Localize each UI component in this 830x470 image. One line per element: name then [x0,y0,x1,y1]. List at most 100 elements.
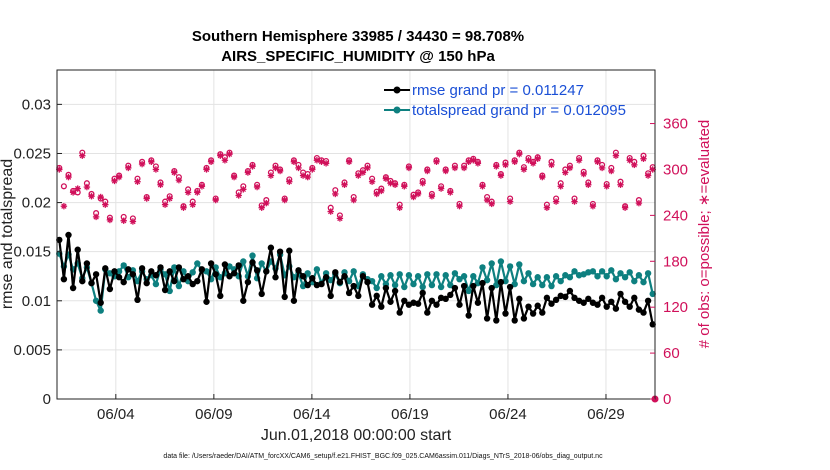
obs-evaluated-point [571,198,578,205]
obs-star-stroke [539,174,545,180]
totalspread-point [304,270,311,277]
rmse-point [341,273,348,280]
obs-evaluated-point [562,169,569,176]
obs-evaluated-point [428,193,436,200]
totalspread-point [603,273,610,280]
x-axis-label: Jun.01,2018 00:00:00 start [261,427,452,444]
obs-star-stroke [406,165,412,171]
x-tick-label: 06/04 [97,406,135,423]
totalspread-point [621,274,629,281]
obs-evaluated-point [470,157,477,164]
totalspread-point [470,273,477,280]
totalspread-point [327,276,334,284]
y-right-tick-label: 0 [663,391,671,408]
rmse-point [442,295,449,303]
obs-star-stroke [594,159,601,165]
rmse-point [309,275,316,282]
obs-evaluated-point [198,183,206,190]
obs-star-stroke [443,168,449,174]
rmse-point [608,298,615,305]
obs-star-stroke [613,152,619,159]
obs-evaluated-point [102,201,109,208]
rmse-point [585,295,592,303]
obs-star-stroke [107,217,113,223]
rmse-point [447,291,454,299]
obs-count-layer [56,149,659,403]
obs-evaluated-point [276,167,284,175]
totalspread-point [626,269,633,276]
obs-star-stroke [525,157,532,163]
obs-star-stroke [424,168,430,174]
obs-star-stroke [98,194,104,200]
totalspread-point [456,275,463,283]
rmse-point [322,274,330,281]
obs-star-stroke [208,159,214,165]
obs-evaluated-point [580,170,587,178]
obs-star-stroke [530,160,536,167]
obs-evaluated-point [598,164,606,172]
obs-evaluated-point [134,178,141,185]
rmse-point [235,262,242,269]
obs-star-stroke [305,174,311,180]
totalspread-point [649,290,656,298]
obs-star-stroke [617,182,624,188]
rmse-point [253,267,261,274]
obs-evaluated-point [88,193,95,200]
rmse-point [483,315,491,322]
obs-evaluated-point [299,172,307,179]
x-tick-label: 06/09 [195,406,233,423]
totalspread-point [350,268,357,275]
rmse-point [226,273,233,280]
obs-evaluated-point [516,150,523,158]
totalspread-point [474,279,482,287]
obs-star-stroke [153,166,159,173]
y-right-tick-label: 180 [663,253,688,270]
totalspread-point [525,270,532,277]
obs-star-stroke [401,183,407,189]
obs-evaluated-point [194,189,201,196]
y-tick-label: 0.015 [13,244,51,261]
obs-star-stroke [84,184,90,190]
obs-evaluated-point [433,158,440,166]
totalspread-point [631,277,638,285]
obs-evaluated-point [240,186,247,193]
rmse-point [414,300,422,307]
obs-star-stroke [383,175,389,182]
obs-evaluated-point [97,193,104,201]
rmse-point [460,282,468,290]
obs-evaluated-point [281,196,288,204]
rmse-point [102,265,109,272]
rmse-point [157,264,164,271]
obs-star-stroke [516,151,522,157]
obs-star-stroke [130,218,136,225]
totalspread-point [539,281,546,289]
obs-evaluated-point [493,163,500,170]
rmse-point [138,265,146,272]
rmse-point [230,270,238,277]
tick-layer: 06/04 06/09 06/14 06/19 06/24 06/29 0 0.005 0.01… [13,96,688,423]
obs-evaluated-point [203,166,210,173]
obs-star-stroke [217,152,223,159]
obs-evaluated-point [322,160,330,167]
rmse-point [88,279,95,287]
rmse-point [276,248,284,255]
rmse-point [115,274,123,281]
rmse-point [543,294,551,302]
obs-star-stroke [79,152,85,159]
rmse-point [304,281,311,289]
rmse-point [566,287,574,295]
rmse-point [74,246,81,253]
obs-evaluated-point [488,200,495,208]
obs-evaluated-point [92,213,100,221]
obs-evaluated-point [235,192,242,199]
y-axis-label: rmse and totalspread [0,159,16,309]
totalspread-point [520,277,528,285]
obs-star-stroke [185,189,191,196]
obs-evaluated-point [520,166,528,173]
obs-evaluated-point [180,204,187,211]
obs-star-stroke [447,189,453,196]
obs-star-stroke [268,172,274,179]
rmse-point [161,286,169,294]
rmse-point [520,315,528,322]
obs-star-stroke [346,159,352,165]
